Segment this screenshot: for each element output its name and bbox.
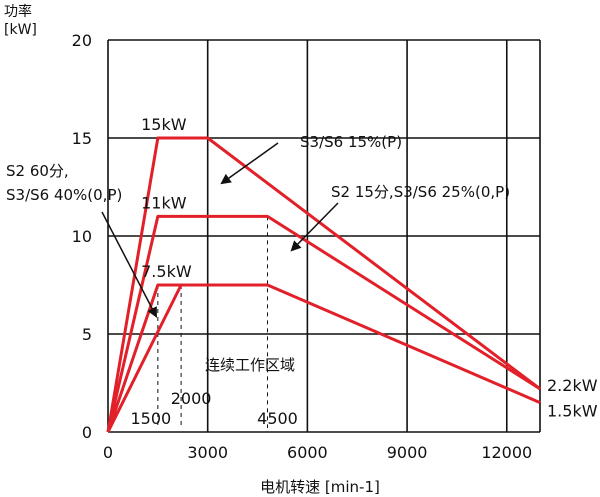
y-tick-label: 5 — [82, 325, 92, 344]
tick-labels: 0 5 10 15 20 0 3000 6000 9000 12000 — [72, 31, 533, 462]
y-tick-label: 20 — [72, 31, 92, 50]
y-axis-unit: [kW] — [4, 22, 37, 38]
series-line-1 — [106, 136, 541, 433]
arrow-s2-15 — [290, 202, 339, 252]
series-line-2 — [106, 214, 541, 433]
speed-marker-label: 1500 — [130, 409, 171, 428]
end-label: 1.5kW — [547, 402, 598, 421]
annotation-arrows — [101, 142, 339, 318]
speed-marker-label: 4500 — [257, 409, 298, 428]
arrow-s2-60 — [101, 211, 157, 318]
arrow-s3s6-15 — [220, 142, 279, 185]
series-line-4 — [106, 284, 183, 433]
y-tick-label: 0 — [82, 423, 92, 442]
y-tick-label: 15 — [72, 129, 92, 148]
speed-guides — [157, 216, 269, 428]
annotation-s2-60-line2: S3/S6 40%(0,P) — [6, 186, 122, 204]
x-tick-label: 0 — [103, 443, 113, 462]
end-label: 2.2kW — [547, 376, 598, 395]
series-lines — [106, 136, 541, 433]
series-line-3 — [106, 283, 541, 433]
x-tick-label: 9000 — [387, 443, 428, 462]
annotation-s2-60-line1: S2 60分, — [6, 162, 69, 180]
annotation-s3s6-15: S3/S6 15%(P) — [300, 133, 402, 151]
level-label: 7.5kW — [141, 262, 192, 281]
y-tick-label: 10 — [72, 227, 92, 246]
x-tick-label: 12000 — [481, 443, 532, 462]
x-tick-label: 6000 — [287, 443, 328, 462]
speed-marker-label: 2000 — [171, 389, 212, 408]
continuous-region-label: 连续工作区域 — [205, 356, 295, 374]
x-axis-label: 电机转速 [min-1] — [260, 478, 380, 496]
x-tick-label: 3000 — [187, 443, 228, 462]
annotation-s2-15: S2 15分,S3/S6 25%(0,P) — [331, 183, 510, 201]
y-axis-label: 功率 — [4, 3, 32, 20]
level-label: 11kW — [141, 193, 187, 212]
level-label: 15kW — [141, 115, 187, 134]
